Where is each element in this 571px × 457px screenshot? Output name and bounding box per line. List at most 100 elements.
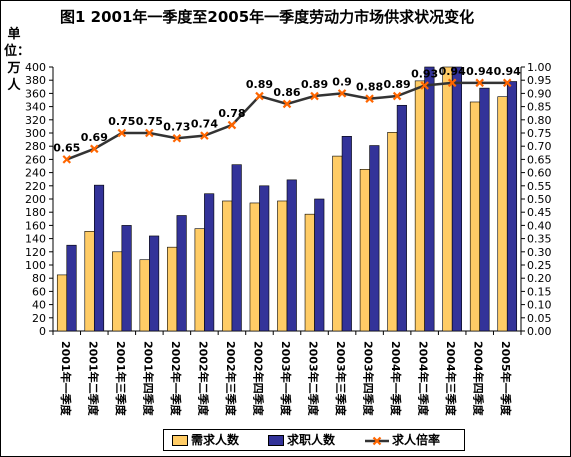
bar-demand [469,101,481,332]
x-tick-label: 2001年一季度 [59,341,73,417]
y-left-tick-label: 80 [32,272,46,285]
ratio-data-label: 0.89 [384,78,411,91]
bar-seekers [66,244,77,332]
bar-seekers [369,145,380,332]
bar-seekers [231,164,242,332]
legend-swatch-seekers [268,435,284,446]
ratio-point [62,155,72,164]
bar-seekers [479,87,490,332]
x-tick-label: 2004年一季度 [389,341,403,417]
y-right-tick-label: 0.05 [527,312,552,325]
ratio-data-label: 0.65 [53,141,80,154]
y-right-tick-label: 0.40 [527,219,552,232]
bar-demand [194,228,205,332]
y-right-tick-label: 0.80 [527,114,552,127]
x-tick-label: 2003年二季度 [307,341,321,417]
y-left-tick-label: 280 [25,140,46,153]
y-left-tick-label: 140 [25,233,46,246]
bar-demand [249,202,260,332]
x-tick-label: 2001年二季度 [86,341,100,417]
bar-demand [497,96,508,332]
bar-seekers [341,136,352,332]
y-left-tick-label: 380 [25,74,46,87]
bar-demand [304,213,315,332]
bar-seekers [121,225,132,332]
ratio-data-label: 0.75 [108,115,135,128]
y-left-tick-label: 180 [25,206,46,219]
bar-demand [222,200,233,332]
y-left-tick-label: 40 [32,299,46,312]
bar-seekers [286,179,297,332]
bar-seekers [424,66,435,332]
bar-seekers [204,193,215,332]
x-tick-label: 2002年一季度 [169,341,183,417]
y-left-tick-label: 120 [25,246,46,259]
legend-ratio-marker [372,436,382,445]
ratio-point [392,91,402,101]
ratio-point [227,120,237,130]
legend-item-demand: 需求人数 [172,432,239,448]
ratio-data-label: 0.93 [411,67,438,80]
ratio-point [282,99,292,109]
x-tick-label: 2001年三季度 [114,341,128,417]
y-right-tick-label: 1.00 [527,61,552,74]
y-right-tick-label: 0.90 [527,87,552,100]
x-tick-label: 2002年三季度 [224,341,238,417]
x-tick-label: 2002年四季度 [251,341,265,417]
ratio-data-label: 0.9 [332,75,352,88]
y-right-tick-label: 0.95 [527,74,552,87]
y-right-tick-label: 0.60 [527,167,552,180]
ratio-point [310,91,319,101]
ratio-point [145,128,154,138]
bar-demand [332,155,343,332]
bar-seekers [176,215,187,332]
ratio-data-label: 0.69 [81,131,108,144]
x-tick-label: 2004年三季度 [444,341,458,417]
bar-seekers [396,104,407,332]
ratio-data-label: 0.89 [246,78,273,91]
y-right-tick-label: 0.25 [527,259,552,272]
y-right-tick-label: 0.70 [527,140,552,153]
y-left-tick-label: 100 [25,259,46,272]
y-left-tick-label: 240 [25,167,46,180]
y-left-tick-label: 200 [25,193,46,206]
y-left-tick-label: 0 [39,325,46,338]
bar-seekers [93,184,105,332]
ratio-line [62,78,512,164]
y-right-tick-label: 0.10 [527,299,552,312]
y-left-tick-label: 60 [32,285,46,298]
ratio-point [117,128,127,138]
legend-swatch-demand [172,435,188,446]
x-tick-label: 2003年一季度 [279,341,293,417]
bar-seekers [314,198,325,332]
ratio-point [90,144,99,154]
y-left-tick-label: 340 [25,101,46,114]
y-right-tick-label: 0.30 [527,246,552,259]
y-left-tick-label: 260 [25,153,46,166]
y-right-tick-label: 0.85 [527,101,552,114]
y-right-tick-label: 0.35 [527,233,552,246]
ratio-data-label: 0.94 [466,65,493,78]
bar-demand [414,80,425,332]
ratio-data-label: 0.75 [136,115,163,128]
x-tick-label: 2003年三季度 [334,341,348,417]
ratio-data-label: 0.78 [218,107,245,120]
chart-title: 图1 2001年一季度至2005年一季度劳动力市场供求状况变化 [60,8,475,26]
ratio-point [420,81,429,90]
ratio-data-label: 0.88 [356,81,383,94]
bar-demand [84,231,95,332]
ratio-point [475,78,484,88]
x-tick-label: 2005年一季度 [499,341,513,417]
x-tick-label: 2002年二季度 [196,341,210,417]
y-right-tick-label: 0.45 [527,206,552,219]
bar-seekers [149,235,160,332]
data-labels: 0.650.690.75 0.75 0.73 0.740.780.890.860.89… [53,65,521,155]
ratio-data-label: 0.94 [439,65,466,78]
legend-label-ratio: 求人倍率 [392,433,441,447]
bars [56,66,518,332]
x-tick-label: 2003年四季度 [362,341,376,417]
y-right-tick-label: 0.75 [527,127,552,140]
legend-item-ratio: 求人倍率 [364,432,440,448]
ratio-point [337,89,347,98]
